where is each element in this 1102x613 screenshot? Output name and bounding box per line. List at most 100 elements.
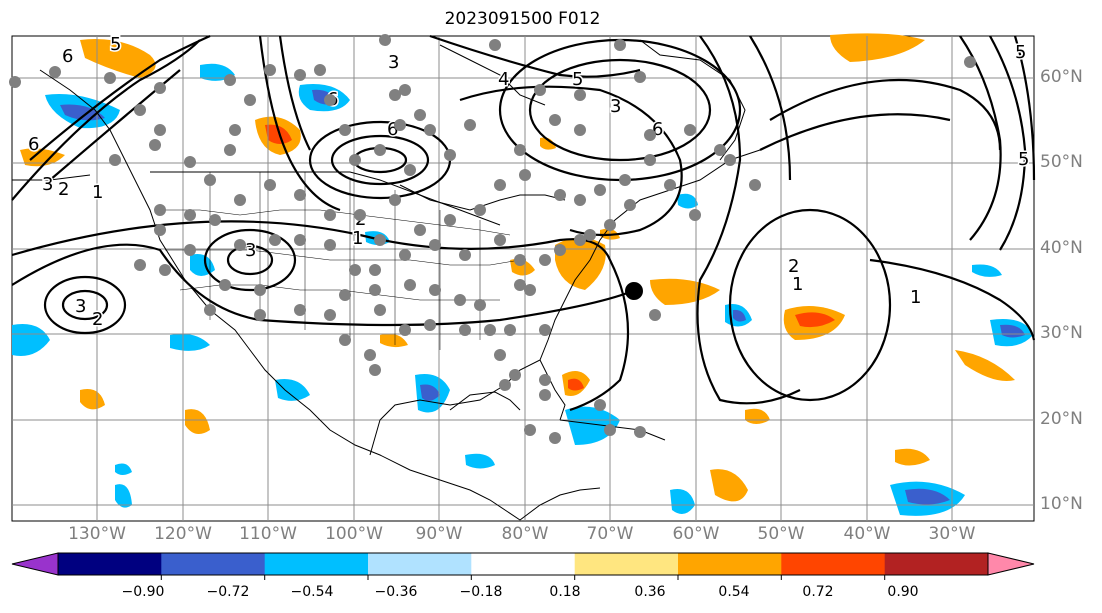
observation-dot (574, 234, 586, 246)
colorbar-segment (884, 553, 989, 575)
observation-dot (424, 124, 436, 136)
observation-dot (474, 299, 486, 311)
storm-center-marker (625, 282, 643, 300)
colorbar-segment (368, 553, 472, 575)
observation-dot (499, 379, 511, 391)
observation-dot (104, 72, 116, 84)
observation-dot (644, 154, 656, 166)
colorbar-segment (471, 553, 576, 575)
observation-dot (539, 374, 551, 386)
lon-label: 110°W (239, 524, 297, 544)
observation-dot (234, 194, 246, 206)
contour-label: 3 (42, 174, 53, 195)
graticule (12, 36, 1034, 521)
observation-dot (369, 264, 381, 276)
observation-dot (374, 234, 386, 246)
observation-dot (539, 324, 551, 336)
colorbar-tick-label: −0.90 (121, 584, 165, 600)
observation-dot (349, 264, 361, 276)
observation-dot (509, 369, 521, 381)
contour-label: 1 (92, 182, 103, 203)
map-panel (11, 35, 1035, 522)
observation-dot (374, 304, 386, 316)
observation-dot (414, 109, 426, 121)
observation-dot (134, 104, 146, 116)
observation-dot (339, 124, 351, 136)
observation-dot (339, 289, 351, 301)
observation-dot (664, 179, 676, 191)
observation-dot (454, 294, 466, 306)
observation-dot (324, 239, 336, 251)
contour-label: 2 (788, 256, 799, 277)
observation-dot (429, 239, 441, 251)
observation-dot (444, 214, 456, 226)
observation-dot (554, 244, 566, 256)
observation-dot (224, 74, 236, 86)
observation-dot (154, 82, 166, 94)
observation-dot (424, 319, 436, 331)
observation-dot (514, 144, 526, 156)
observation-dot (574, 194, 586, 206)
colorbar-extend-high (987, 552, 1035, 576)
observation-dot (294, 189, 306, 201)
observation-dot (444, 149, 456, 161)
observation-dot (154, 124, 166, 136)
lon-label: 40°W (843, 524, 891, 544)
colorbar-tick-label: −0.18 (459, 584, 503, 600)
observation-dot (369, 364, 381, 376)
colorbar-segment (678, 553, 782, 575)
observation-dot (549, 114, 561, 126)
observation-dot (264, 64, 276, 76)
colorbar-segment (781, 553, 886, 575)
observation-dot (494, 179, 506, 191)
observation-dot (724, 154, 736, 166)
observation-dot (399, 84, 411, 96)
observation-dot (379, 34, 391, 46)
observation-dot (749, 179, 761, 191)
contour-label: 2 (92, 309, 103, 330)
colorbar-extend-low (11, 552, 59, 576)
observation-dot (594, 399, 606, 411)
observation-dot (964, 56, 976, 68)
observation-dot (134, 259, 146, 271)
observation-dot (399, 249, 411, 261)
observation-dot (594, 184, 606, 196)
observation-dot (9, 76, 21, 88)
observation-dot (459, 249, 471, 261)
observation-dot (324, 309, 336, 321)
colorbar-tick-label: 0.18 (549, 584, 581, 600)
observation-dot (484, 324, 496, 336)
lat-label: 60°N (1040, 67, 1083, 87)
observation-dot (324, 209, 336, 221)
observation-dot (614, 39, 626, 51)
observation-dot (184, 209, 196, 221)
observation-dot (294, 304, 306, 316)
lon-label: 120°W (154, 524, 212, 544)
contour-label: 3 (245, 240, 256, 261)
colorbar (11, 552, 1035, 580)
colorbar-tick-label: 0.54 (718, 584, 750, 600)
observation-dot (574, 89, 586, 101)
observation-dot (619, 174, 631, 186)
lat-label: 50°N (1040, 152, 1083, 172)
observation-dot (254, 309, 266, 321)
lon-label: 100°W (325, 524, 383, 544)
observation-dot (459, 324, 471, 336)
observation-dot (539, 254, 551, 266)
state-borders (160, 172, 521, 350)
lon-label: 30°W (928, 524, 976, 544)
observation-dot (294, 69, 306, 81)
observation-dot (399, 324, 411, 336)
lat-label: 40°N (1040, 238, 1083, 258)
observation-dot (539, 389, 551, 401)
colorbar-segment (574, 553, 679, 575)
observation-dot (244, 94, 256, 106)
observation-dot (184, 244, 196, 256)
observation-dot (389, 194, 401, 206)
observation-dot (514, 279, 526, 291)
observation-dot (364, 349, 376, 361)
observation-dot (714, 144, 726, 156)
observation-dot (474, 204, 486, 216)
observation-dot (684, 124, 696, 136)
contour-label: 3 (75, 296, 86, 317)
